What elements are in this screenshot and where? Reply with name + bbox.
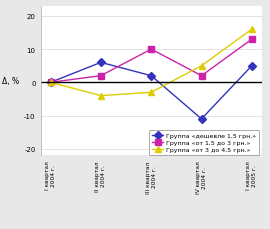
Группа «дешевле 1,5 грн.»	[150, 75, 153, 78]
Группа «дешевле 1,5 грн.»	[250, 65, 254, 68]
Группа «от 1,5 до 3 грн.»	[49, 82, 52, 84]
Группа «от 1,5 до 3 грн.»	[200, 75, 203, 78]
Группа «от 1,5 до 3 грн.»	[99, 75, 103, 78]
Группа «от 3 до 4,5 грн.»	[99, 95, 103, 98]
Группа «от 3 до 4,5 грн.»	[150, 92, 153, 94]
Y-axis label: Δ, %: Δ, %	[2, 77, 19, 86]
Line: Группа «от 3 до 4,5 грн.»: Группа «от 3 до 4,5 грн.»	[47, 27, 255, 100]
Группа «от 3 до 4,5 грн.»	[200, 65, 203, 68]
Группа «от 1,5 до 3 грн.»	[150, 49, 153, 51]
Группа «дешевле 1,5 грн.»	[49, 82, 52, 84]
Legend: Группа «дешевле 1,5 грн.», Группа «от 1,5 до 3 грн.», Группа «от 3 до 4,5 грн.»: Группа «дешевле 1,5 грн.», Группа «от 1,…	[149, 130, 259, 155]
Группа «от 1,5 до 3 грн.»	[250, 38, 254, 41]
Группа «от 3 до 4,5 грн.»	[250, 29, 254, 31]
Группа «дешевле 1,5 грн.»	[200, 118, 203, 121]
Line: Группа «дешевле 1,5 грн.»: Группа «дешевле 1,5 грн.»	[48, 60, 255, 122]
Line: Группа «от 1,5 до 3 грн.»: Группа «от 1,5 до 3 грн.»	[48, 37, 255, 86]
Группа «от 3 до 4,5 грн.»	[49, 82, 52, 84]
Группа «дешевле 1,5 грн.»	[99, 62, 103, 65]
